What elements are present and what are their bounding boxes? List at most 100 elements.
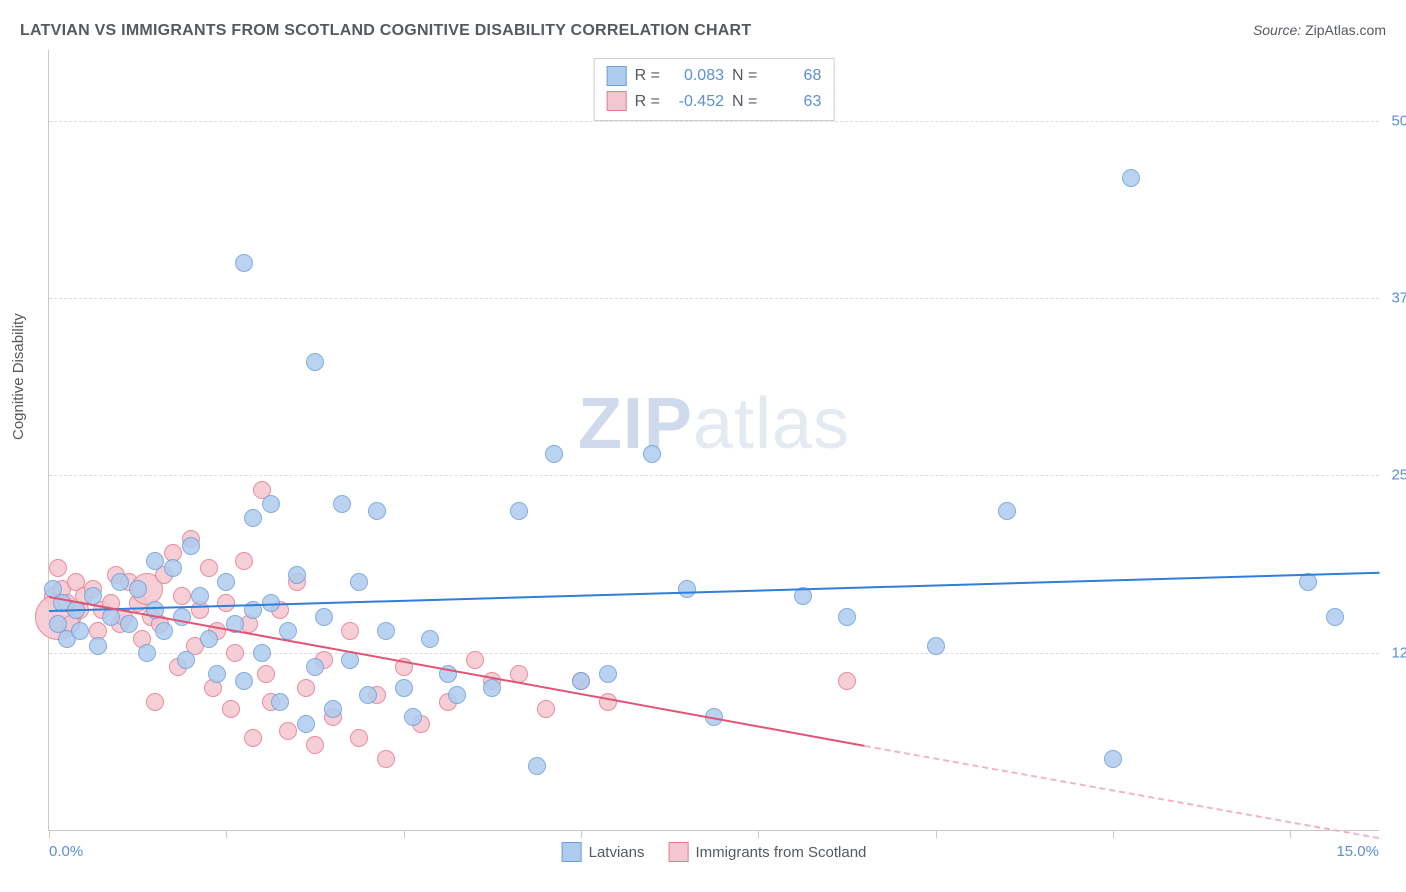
scatter-point [537,700,555,718]
scatter-point [1104,750,1122,768]
scatter-point [297,715,315,733]
scatter-point [102,608,120,626]
scatter-point [643,445,661,463]
watermark-zip: ZIP [578,384,693,464]
scatter-point [182,537,200,555]
scatter-point [217,594,235,612]
scatter-point [377,622,395,640]
xtick [936,830,937,838]
chart-container: LATVIAN VS IMMIGRANTS FROM SCOTLAND COGN… [0,0,1406,892]
scatter-point [279,722,297,740]
scatter-point [1326,608,1344,626]
trend-line [49,572,1379,612]
legend-label-1: Latvians [589,844,645,861]
scatter-point [146,693,164,711]
scatter-point [164,559,182,577]
ytick-label: 12.5% [1391,644,1406,661]
scatter-point [466,651,484,669]
scatter-point [155,622,173,640]
scatter-point [235,552,253,570]
scatter-point [222,700,240,718]
scatter-point [350,573,368,591]
watermark: ZIPatlas [578,383,850,465]
xtick-label: 15.0% [1336,843,1379,860]
source-label: Source: [1253,22,1301,38]
scatter-point [120,615,138,633]
ytick-label: 37.5% [1391,290,1406,307]
scatter-point [306,736,324,754]
scatter-point [404,708,422,726]
scatter-point [71,622,89,640]
scatter-point [208,665,226,683]
watermark-rest: atlas [693,384,850,464]
scatter-point [306,658,324,676]
scatter-point [177,651,195,669]
scatter-point [333,495,351,513]
r-value-2: -0.452 [668,89,724,115]
scatter-point [359,686,377,704]
plot-area: ZIPatlas R = 0.083 N = 68 R = -0.452 N =… [48,50,1379,831]
xtick [404,830,405,838]
scatter-point [226,644,244,662]
bottom-legend: Latvians Immigrants from Scotland [562,842,867,862]
scatter-point [421,630,439,648]
page-title: LATVIAN VS IMMIGRANTS FROM SCOTLAND COGN… [20,22,751,40]
scatter-point [324,700,342,718]
r-label-1: R = [635,63,660,89]
legend-swatch-1 [562,842,582,862]
r-value-1: 0.083 [668,63,724,89]
ytick-label: 25.0% [1391,467,1406,484]
n-label-1: N = [732,63,757,89]
xtick [758,830,759,838]
gridline [49,298,1379,299]
scatter-point [146,552,164,570]
gridline [49,121,1379,122]
correlation-row-1: R = 0.083 N = 68 [607,63,822,89]
scatter-point [271,693,289,711]
scatter-point [838,672,856,690]
n-value-2: 63 [765,89,821,115]
scatter-point [599,665,617,683]
n-value-1: 68 [765,63,821,89]
gridline [49,475,1379,476]
scatter-point [235,672,253,690]
scatter-point [173,587,191,605]
scatter-point [253,644,271,662]
scatter-point [395,679,413,697]
legend-item-1: Latvians [562,842,645,862]
swatch-series-1 [607,66,627,86]
y-axis-label: Cognitive Disability [10,313,27,440]
legend-item-2: Immigrants from Scotland [668,842,866,862]
scatter-point [49,559,67,577]
scatter-point [111,573,129,591]
scatter-point [927,637,945,655]
scatter-point [200,559,218,577]
scatter-point [341,622,359,640]
scatter-point [368,502,386,520]
scatter-point [235,254,253,272]
correlation-row-2: R = -0.452 N = 63 [607,89,822,115]
xtick [1290,830,1291,838]
legend-label-2: Immigrants from Scotland [695,844,866,861]
scatter-point [297,679,315,697]
source-attribution: Source: ZipAtlas.com [1253,22,1386,38]
xtick [1113,830,1114,838]
scatter-point [200,630,218,648]
scatter-point [377,750,395,768]
scatter-point [129,580,147,598]
scatter-point [288,566,306,584]
scatter-point [838,608,856,626]
scatter-point [483,679,501,697]
scatter-point [448,686,466,704]
legend-swatch-2 [668,842,688,862]
gridline [49,653,1379,654]
n-label-2: N = [732,89,757,115]
scatter-point [89,637,107,655]
scatter-point [306,353,324,371]
correlation-box: R = 0.083 N = 68 R = -0.452 N = 63 [594,58,835,121]
scatter-point [138,644,156,662]
scatter-point [191,587,209,605]
swatch-series-2 [607,91,627,111]
scatter-point [262,495,280,513]
xtick-label: 0.0% [49,843,83,860]
